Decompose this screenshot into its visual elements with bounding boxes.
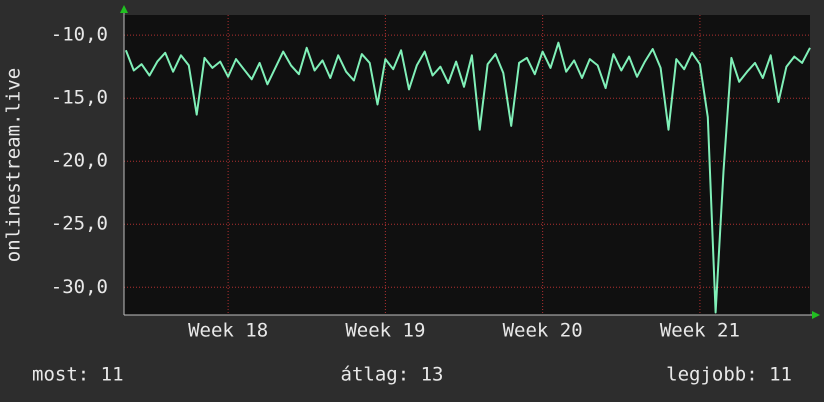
footer-average: átlag: 13 [341, 364, 444, 386]
x-tick-label: Week 18 [188, 320, 268, 342]
x-axis-arrow [812, 311, 820, 319]
y-tick-label: -30,0 [51, 276, 108, 298]
x-tick-label: Week 20 [503, 320, 583, 342]
x-tick-label: Week 21 [660, 320, 740, 342]
y-tick-label: -10,0 [51, 24, 108, 46]
footer-current: most: 11 [32, 364, 124, 386]
y-axis-label: onlinestream.live [3, 68, 25, 262]
plot-area [124, 15, 810, 315]
y-tick-label: -15,0 [51, 87, 108, 109]
y-tick-label: -20,0 [51, 150, 108, 172]
data-line [124, 41, 811, 314]
y-axis-arrow [120, 5, 128, 13]
footer-best: legjobb: 11 [666, 364, 792, 386]
y-tick-label: -25,0 [51, 213, 108, 235]
x-tick-label: Week 19 [345, 320, 425, 342]
